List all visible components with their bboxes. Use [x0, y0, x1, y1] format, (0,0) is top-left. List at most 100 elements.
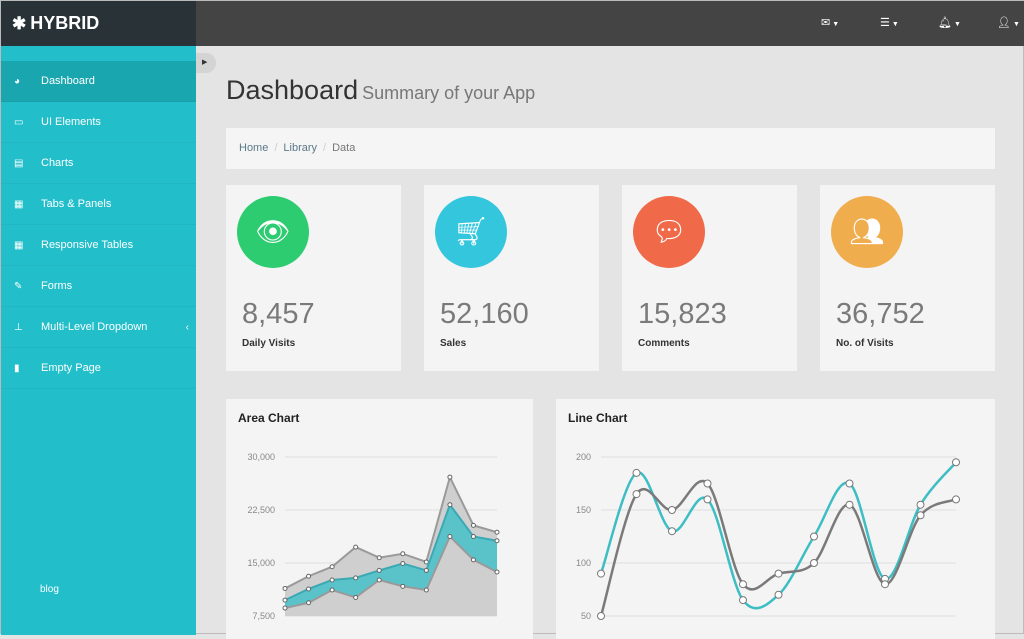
- y-tick-label: 22,500: [247, 505, 275, 515]
- edit-icon: ✎: [14, 281, 23, 292]
- data-point: [470, 557, 476, 563]
- breadcrumb-home[interactable]: Home: [239, 142, 269, 154]
- breadcrumb-library[interactable]: Library: [283, 142, 318, 154]
- data-point: [774, 569, 783, 578]
- tasks-dropdown[interactable]: ☰ ▼: [880, 16, 899, 29]
- data-point: [774, 590, 783, 599]
- data-point: [353, 594, 359, 600]
- area-chart-panel: Area Chart 30,000 22,500 15,000 7,500: [226, 399, 533, 639]
- data-point: [282, 585, 288, 591]
- file-icon: ▮: [14, 363, 20, 374]
- data-point: [353, 544, 359, 550]
- sidebar-item-dashboard[interactable]: ◕ Dashboard: [1, 61, 196, 102]
- blog-link[interactable]: blog: [40, 584, 59, 595]
- data-point: [703, 495, 712, 504]
- y-tick-label: 15,000: [247, 558, 275, 568]
- data-point: [306, 600, 312, 606]
- data-point: [329, 577, 335, 583]
- page-title-text: Dashboard: [226, 75, 359, 105]
- sidebar-item-responsive-tables[interactable]: ▦ Responsive Tables: [1, 225, 196, 266]
- data-point: [952, 458, 960, 467]
- data-point: [703, 479, 712, 488]
- area-line-series-1: [284, 502, 498, 602]
- stat-value: 52,160: [440, 298, 529, 330]
- messages-dropdown[interactable]: ✉ ▼: [821, 16, 839, 29]
- caret-right-icon: ▶: [202, 59, 208, 66]
- sidebar-item-forms[interactable]: ✎ Forms: [1, 266, 196, 307]
- sidebar-item-charts[interactable]: ▤ Charts: [1, 143, 196, 184]
- data-point: [881, 580, 889, 589]
- data-point: [916, 511, 925, 520]
- page-subtitle: Summary of your App: [362, 83, 536, 103]
- data-point: [447, 502, 453, 508]
- stat-label: Sales: [440, 338, 467, 349]
- data-point: [845, 479, 854, 488]
- gear-icon: ✱: [12, 14, 27, 33]
- stat-value: 36,752: [836, 298, 925, 330]
- sidebar-item-label: Multi-Level Dropdown: [41, 321, 148, 333]
- data-point: [739, 580, 747, 589]
- area-fill-series-2: [285, 536, 497, 616]
- line-series-1: [599, 479, 957, 617]
- y-tick-label: 7,500: [252, 611, 275, 621]
- area-chart-title: Area Chart: [238, 411, 300, 425]
- table-icon: ▦: [14, 240, 24, 251]
- sidebar-item-multi-level-dropdown[interactable]: ⊥ Multi-Level Dropdown ‹: [1, 307, 196, 348]
- eye-icon: 👁︎: [237, 196, 309, 268]
- data-point: [376, 577, 382, 583]
- page-title: Dashboard Summary of your App: [226, 75, 535, 106]
- area-line-series-2: [284, 534, 498, 610]
- stat-label: Daily Visits: [242, 338, 296, 349]
- sidebar-item-empty-page[interactable]: ▮ Empty Page: [1, 348, 196, 389]
- alerts-dropdown[interactable]: 🔔︎ ▼: [938, 16, 961, 29]
- data-point: [306, 586, 312, 592]
- dashboard-icon: ◕: [14, 76, 21, 87]
- data-point: [597, 569, 605, 578]
- caret-down-icon: ▼: [832, 21, 840, 28]
- sidebar-item-tabs-panels[interactable]: ▦ Tabs & Panels: [1, 184, 196, 225]
- breadcrumb-separator: /: [323, 142, 327, 154]
- data-point: [668, 527, 676, 536]
- breadcrumb-data: Data: [332, 142, 356, 154]
- stat-value: 8,457: [242, 298, 315, 330]
- data-point: [810, 532, 818, 541]
- stat-label: No. of Visits: [836, 338, 894, 349]
- users-icon: 👥︎: [831, 196, 903, 268]
- data-point: [376, 567, 382, 573]
- tasks-icon: ☰: [880, 17, 890, 29]
- data-point: [329, 564, 335, 570]
- data-point: [447, 534, 453, 539]
- bell-icon: 🔔︎: [938, 17, 952, 29]
- data-point: [632, 490, 641, 499]
- sidebar-toggle-button[interactable]: ▶: [196, 53, 216, 73]
- area-line-series-0: [284, 474, 498, 590]
- data-point: [739, 596, 747, 605]
- sidebar-item-label: UI Elements: [41, 116, 101, 128]
- data-point: [376, 555, 382, 561]
- data-point: [470, 534, 476, 539]
- data-point: [282, 597, 288, 603]
- sidebar-item-label: Tabs & Panels: [41, 198, 112, 210]
- stat-value: 15,823: [638, 298, 727, 330]
- data-point: [423, 559, 429, 565]
- brand-name: HYBRID: [30, 13, 100, 33]
- data-point: [400, 561, 406, 567]
- sitemap-icon: ⊥: [14, 322, 23, 333]
- data-point: [597, 612, 605, 620]
- breadcrumb-separator: /: [274, 142, 278, 154]
- data-point: [494, 529, 500, 535]
- user-dropdown[interactable]: 👤︎ ▼: [997, 16, 1020, 29]
- stat-card-sales: 🛒︎ 52,160 Sales: [424, 185, 599, 371]
- data-point: [494, 569, 500, 575]
- data-point: [400, 551, 406, 557]
- sidebar: ◕ Dashboard ▭ UI Elements ▤ Charts ▦ Tabs & …: [1, 46, 196, 635]
- data-point: [632, 468, 641, 477]
- desktop-icon: ▭: [14, 117, 24, 128]
- sidebar-item-ui-elements[interactable]: ▭ UI Elements: [1, 102, 196, 143]
- panels-icon: ▦: [14, 199, 24, 210]
- bar-chart-icon: ▤: [14, 158, 24, 169]
- brand-logo[interactable]: ✱ HYBRID: [1, 1, 196, 46]
- sidebar-item-label: Responsive Tables: [41, 239, 134, 251]
- data-point: [810, 559, 818, 567]
- area-chart: 30,000 22,500 15,000 7,500: [247, 452, 500, 621]
